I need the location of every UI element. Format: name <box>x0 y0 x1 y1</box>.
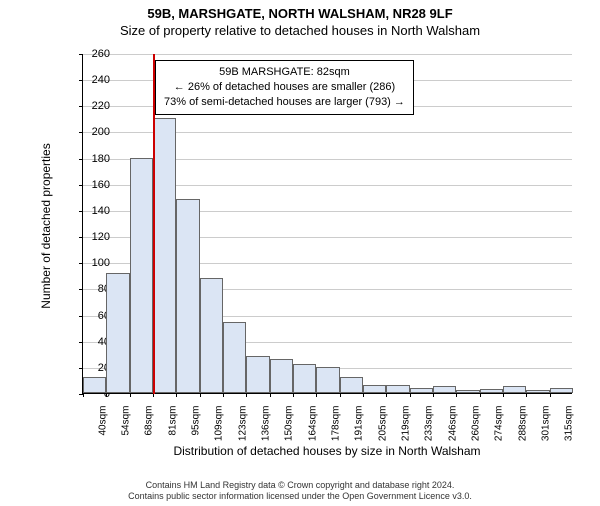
y-tick-label: 160 <box>80 179 110 191</box>
histogram-bar <box>246 356 269 393</box>
y-tick-label: 140 <box>80 205 110 217</box>
histogram-bar <box>456 390 479 393</box>
x-tick-mark <box>340 393 341 397</box>
x-tick-mark <box>130 393 131 397</box>
histogram-bar <box>83 377 106 393</box>
chart-title-main: 59B, MARSHGATE, NORTH WALSHAM, NR28 9LF <box>0 6 600 21</box>
y-tick-label: 200 <box>80 126 110 138</box>
y-tick-label: 180 <box>80 153 110 165</box>
x-tick-mark <box>480 393 481 397</box>
y-tick-label: 220 <box>80 100 110 112</box>
histogram-bar <box>270 359 293 393</box>
y-tick-label: 260 <box>80 48 110 60</box>
y-tick-label: 100 <box>80 257 110 269</box>
x-tick-mark <box>503 393 504 397</box>
x-tick-mark <box>363 393 364 397</box>
histogram-bar <box>503 386 526 393</box>
y-tick-label: 120 <box>80 231 110 243</box>
histogram-bar <box>106 273 129 393</box>
histogram-bar <box>316 367 339 393</box>
x-tick-mark <box>456 393 457 397</box>
x-tick-mark <box>223 393 224 397</box>
histogram-bar <box>153 118 176 393</box>
chart-container: Number of detached properties 0204060801… <box>50 54 580 444</box>
x-tick-mark <box>176 393 177 397</box>
histogram-bar <box>200 278 223 393</box>
x-axis-label: Distribution of detached houses by size … <box>82 444 572 458</box>
x-tick-mark <box>433 393 434 397</box>
histogram-bar <box>340 377 363 393</box>
x-tick-mark <box>106 393 107 397</box>
annotation-line: 73% of semi-detached houses are larger (… <box>164 95 405 110</box>
histogram-bar <box>550 388 573 393</box>
histogram-bar <box>386 385 409 393</box>
histogram-bar <box>176 199 199 393</box>
x-tick-mark <box>550 393 551 397</box>
x-tick-mark <box>270 393 271 397</box>
x-tick-mark <box>246 393 247 397</box>
histogram-bar <box>410 388 433 393</box>
x-tick-mark <box>386 393 387 397</box>
histogram-bar <box>293 364 316 393</box>
x-tick-mark <box>316 393 317 397</box>
chart-title-sub: Size of property relative to detached ho… <box>0 23 600 38</box>
x-tick-mark <box>293 393 294 397</box>
x-tick-mark <box>526 393 527 397</box>
footer-attribution: Contains HM Land Registry data © Crown c… <box>0 480 600 502</box>
histogram-bar <box>363 385 386 393</box>
y-axis-label: Number of detached properties <box>39 126 53 326</box>
histogram-bar <box>223 322 246 393</box>
x-tick-mark <box>83 393 84 397</box>
y-tick-label: 240 <box>80 74 110 86</box>
histogram-bar <box>526 390 549 393</box>
gridline <box>83 54 572 55</box>
annotation-box: 59B MARSHGATE: 82sqm← 26% of detached ho… <box>155 60 414 115</box>
x-tick-mark <box>410 393 411 397</box>
annotation-line: 59B MARSHGATE: 82sqm <box>164 65 405 80</box>
plot-area: 02040608010012014016018020022024026040sq… <box>82 54 572 394</box>
x-tick-mark <box>200 393 201 397</box>
footer-line-2: Contains public sector information licen… <box>0 491 600 502</box>
annotation-line: ← 26% of detached houses are smaller (28… <box>164 80 405 95</box>
histogram-bar <box>130 158 153 393</box>
footer-line-1: Contains HM Land Registry data © Crown c… <box>0 480 600 491</box>
histogram-bar <box>480 389 503 393</box>
histogram-bar <box>433 386 456 393</box>
